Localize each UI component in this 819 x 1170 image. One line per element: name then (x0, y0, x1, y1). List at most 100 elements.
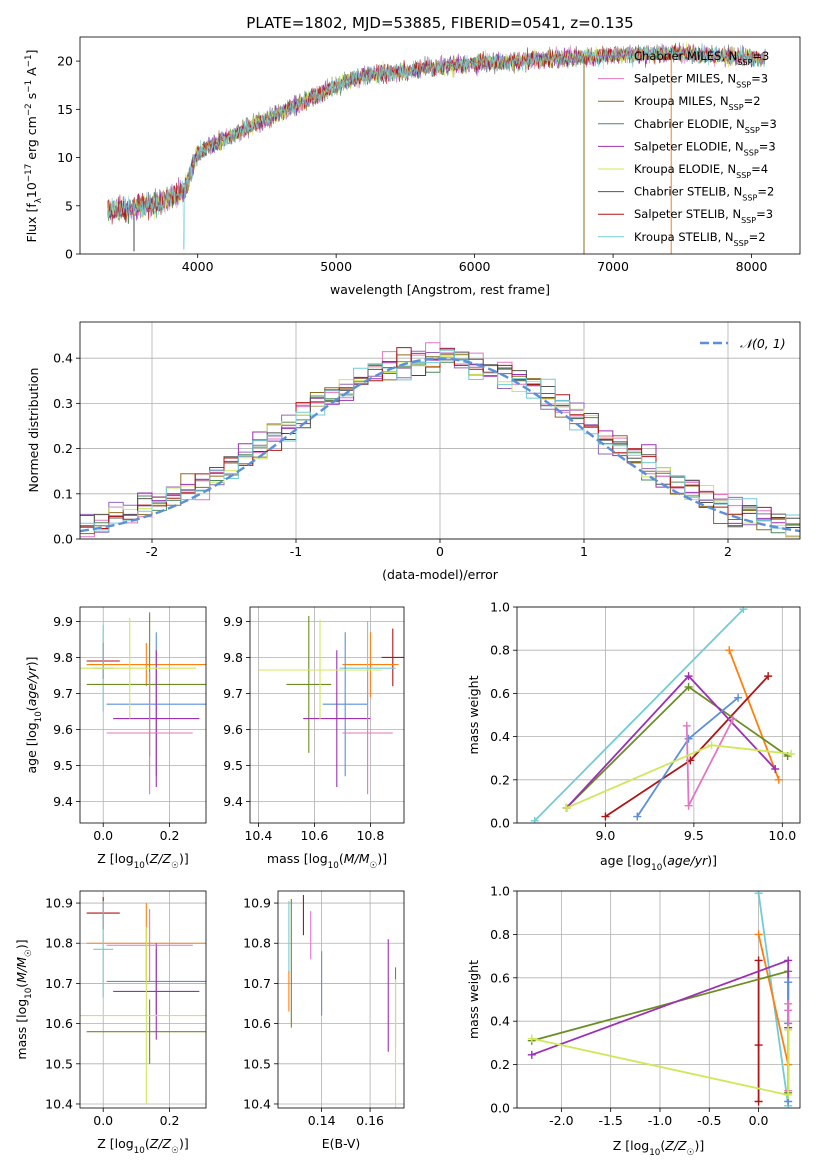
x-tick-label: -2 (146, 544, 158, 559)
weight-marker (684, 801, 693, 810)
x-tick-label: 0.0 (749, 1113, 769, 1128)
legend-label: Kroupa MILES, NSSP=2 (634, 94, 761, 112)
x-tick-label: 9.0 (595, 828, 615, 843)
x-axis-label: mass [log10(M/M☉)] (267, 851, 387, 871)
axes-ebv-mass: 0.14 0.16 10.4 10.5 10.6 10.7 10.8 10.9 E(B-V) (243, 890, 405, 1151)
weight-marker (784, 1090, 793, 1099)
plot-area-residuals (80, 342, 800, 539)
y-tick-label: 0.3 (53, 396, 73, 411)
y-tick-label: 0.0 (490, 1101, 510, 1116)
plot-area-z-age (80, 612, 206, 795)
y-tick-label: 10.4 (243, 1096, 271, 1111)
y-tick-label: 10.8 (243, 936, 271, 951)
y-tick-label: 0.0 (490, 816, 510, 831)
plot-area-mass-age (258, 616, 404, 795)
x-tick-label: 4000 (182, 259, 214, 274)
weight-marker (530, 816, 539, 823)
weight-marker (739, 607, 748, 614)
x-tick-label: 10.0 (768, 828, 796, 843)
x-tick-label: 5000 (320, 259, 352, 274)
y-tick-label: 0.4 (490, 1014, 510, 1029)
weight-line (534, 608, 745, 822)
weight-marker (774, 775, 783, 784)
y-tick-label: 9.8 (223, 650, 243, 665)
legend-label: Chabrier STELIB, NSSP=2 (634, 185, 774, 203)
weight-marker (725, 646, 734, 655)
plot-area-z-mass (80, 897, 206, 1104)
y-tick-label: 0.6 (490, 970, 510, 985)
x-tick-label: 8000 (736, 259, 768, 274)
y-tick-label: 10.6 (45, 1016, 73, 1031)
weight-marker (527, 1050, 536, 1059)
legend: 𝒩(0, 1) (700, 336, 786, 351)
histogram-step (80, 347, 800, 539)
weight-marker (784, 978, 793, 987)
spectrum-line (107, 42, 766, 250)
y-tick-label: 15 (57, 102, 73, 117)
y-tick-label: 9.8 (53, 650, 73, 665)
y-tick-label: 20 (57, 54, 73, 69)
weight-marker (784, 1025, 793, 1034)
x-tick-label: -2.0 (549, 1113, 573, 1128)
plot-area-z-weight (527, 891, 793, 1108)
axes-frame (79, 890, 207, 1109)
legend-label: Salpeter ELODIE, NSSP=3 (634, 139, 776, 157)
weight-line (728, 649, 780, 781)
y-tick-label: 9.6 (53, 722, 73, 737)
legend-label: Salpeter STELIB, NSSP=3 (634, 207, 773, 225)
x-tick-label: 10.4 (244, 828, 272, 843)
y-tick-label: 10.8 (45, 936, 73, 951)
legend-label: Chabrier MILES, NSSP=3 (634, 49, 769, 67)
y-axis-label: mass weight (466, 960, 481, 1039)
y-tick-label: 9.5 (223, 758, 243, 773)
x-axis-label: wavelength [Angstrom, rest frame] (330, 282, 550, 297)
plot-area-age-weight (530, 607, 796, 823)
weight-line (565, 674, 776, 809)
x-tick-label: 10.8 (356, 828, 384, 843)
y-tick-label: 0.2 (53, 441, 73, 456)
y-tick-label: 10 (57, 150, 73, 165)
plot-area-ebv-mass (288, 895, 397, 1108)
y-tick-label: 5 (65, 198, 73, 213)
weight-marker (684, 734, 693, 743)
x-tick-label: -1.0 (648, 1113, 672, 1128)
y-tick-label: 9.9 (223, 614, 243, 629)
x-tick-label: 1 (580, 544, 588, 559)
axes-spectrum: 4000 5000 6000 7000 8000 0 5 10 15 20 Chabrier MIL… (24, 36, 801, 297)
weight-marker (771, 765, 780, 773)
y-tick-label: 10.7 (45, 976, 73, 991)
y-axis-label: mass [log10(M/M☉)] (14, 939, 34, 1059)
axes-frame (79, 606, 207, 824)
y-tick-label: 10.5 (45, 1056, 73, 1071)
y-tick-label: 0.4 (53, 351, 73, 366)
weight-marker (754, 891, 763, 898)
x-tick-label: 0.2 (160, 1113, 180, 1128)
weight-marker (734, 693, 743, 702)
y-tick-label: 0.8 (490, 643, 510, 658)
x-axis-label: Z [log10(Z/Z☉)] (97, 851, 188, 871)
axes-z-weight: -2.0 -1.5 -1.0 -0.5 0.0 0.0 0.2 0.4 0.6 0.8 1.0 Z [… (466, 884, 801, 1158)
legend-label: Kroupa ELODIE, NSSP=4 (634, 162, 768, 180)
x-axis-label: (data-model)/error (382, 567, 499, 582)
x-axis-label: Z [log10(Z/Z☉)] (97, 1136, 188, 1156)
x-tick-label: 0.0 (93, 828, 113, 843)
x-tick-label: -0.5 (697, 1113, 721, 1128)
figure-title: PLATE=1802, MJD=53885, FIBERID=0541, z=0… (246, 14, 633, 32)
legend: Chabrier MILES, NSSP=3 Salpeter MILES, NS… (598, 49, 777, 247)
weight-marker (728, 715, 737, 724)
legend-label: Kroupa STELIB, NSSP=2 (634, 230, 766, 248)
weight-marker (784, 999, 793, 1008)
weight-marker (684, 672, 693, 681)
y-tick-label: 9.6 (223, 722, 243, 737)
x-tick-label: 0.0 (93, 1113, 113, 1128)
weight-marker (784, 956, 793, 965)
weight-marker (682, 721, 691, 730)
axes-z-mass: 0.0 0.2 10.4 10.5 10.6 10.7 10.8 10.9 Z [log10(Z… (14, 890, 207, 1156)
axes-frame (277, 890, 405, 1109)
x-axis-label: Z [log10(Z/Z☉)] (613, 1138, 704, 1158)
weight-marker (754, 1041, 763, 1050)
x-axis-label: E(B-V) (322, 1136, 361, 1151)
weight-marker (787, 749, 796, 758)
weight-line (757, 934, 790, 1065)
